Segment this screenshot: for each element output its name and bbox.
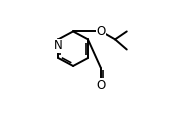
Text: N: N — [54, 39, 63, 52]
Text: O: O — [97, 25, 106, 38]
Text: O: O — [96, 79, 105, 92]
